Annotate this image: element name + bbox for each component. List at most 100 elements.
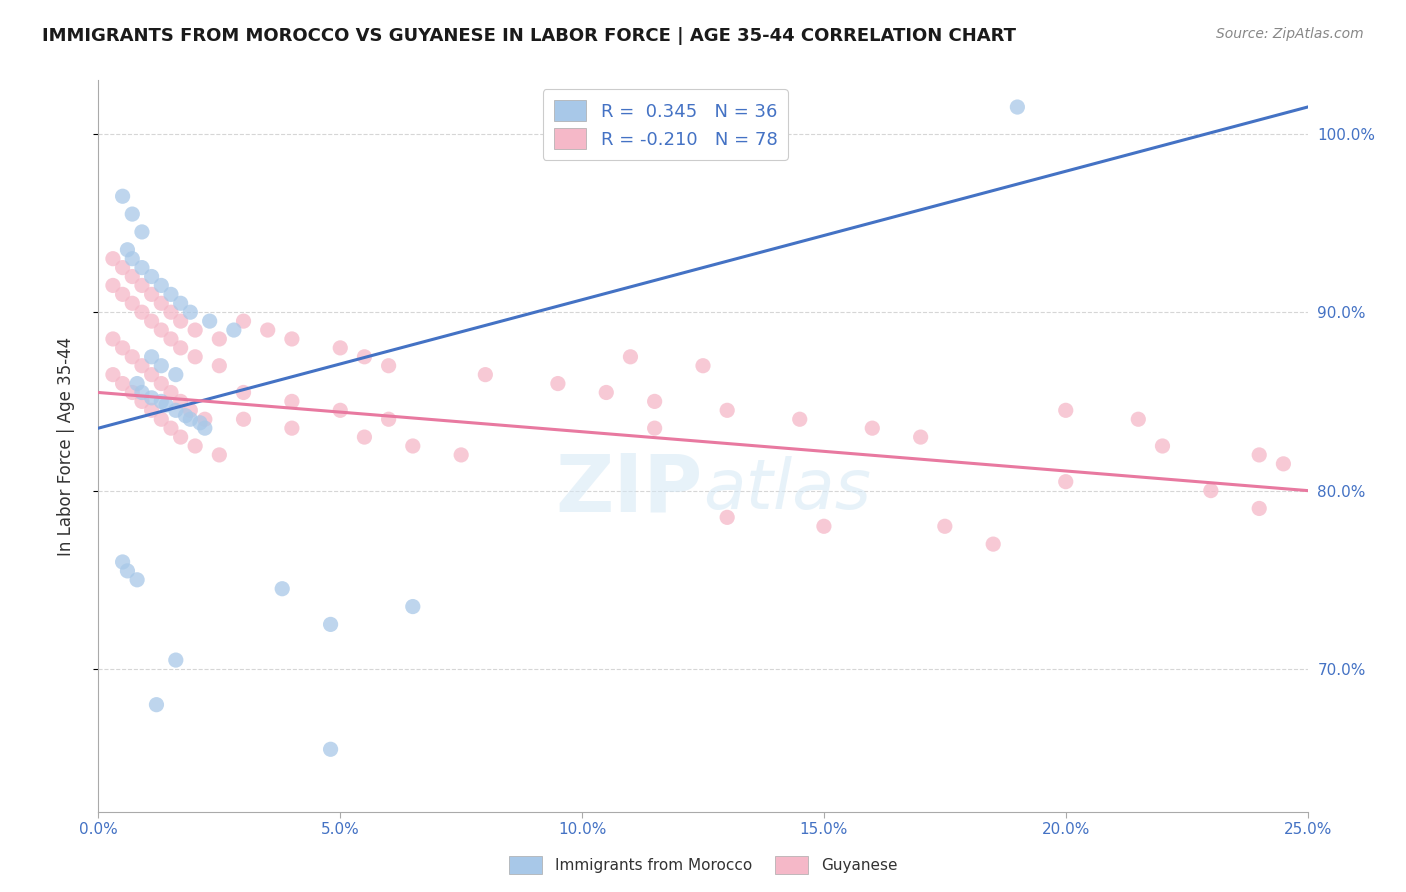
Point [595,385,617,400]
Point [692,359,714,373]
Point [329,341,352,355]
Point [127,573,149,587]
Point [101,278,124,293]
Point [131,260,153,275]
Point [281,332,304,346]
Point [121,385,143,400]
Point [150,394,173,409]
Point [184,439,207,453]
Point [160,385,183,400]
Point [131,385,153,400]
Point [145,698,167,712]
Point [160,305,183,319]
Point [194,421,217,435]
Point [789,412,811,426]
Point [232,412,254,426]
Point [131,305,153,319]
Y-axis label: In Labor Force | Age 35-44: In Labor Force | Age 35-44 [56,336,75,556]
Point [101,332,124,346]
Point [644,421,666,435]
Point [450,448,472,462]
Point [131,359,153,373]
Point [194,412,217,426]
Point [111,555,134,569]
Point [141,314,163,328]
Point [111,376,134,391]
Point [402,439,425,453]
Point [910,430,932,444]
Point [232,314,254,328]
Text: Source: ZipAtlas.com: Source: ZipAtlas.com [1216,27,1364,41]
Point [121,252,143,266]
Point [111,287,134,301]
Point [141,287,163,301]
Point [169,430,191,444]
Point [1128,412,1150,426]
Point [208,332,231,346]
Point [150,359,173,373]
Text: atlas: atlas [703,457,870,524]
Point [141,269,163,284]
Point [169,296,191,310]
Point [121,207,143,221]
Point [813,519,835,533]
Point [860,421,883,435]
Point [353,350,375,364]
Point [165,653,187,667]
Point [1249,448,1271,462]
Legend: Immigrants from Morocco, Guyanese: Immigrants from Morocco, Guyanese [503,850,903,880]
Point [131,394,153,409]
Point [222,323,245,337]
Point [179,305,201,319]
Point [131,278,153,293]
Point [150,296,173,310]
Point [1249,501,1271,516]
Point [319,742,342,756]
Point [281,394,304,409]
Point [934,519,956,533]
Point [208,448,231,462]
Point [1054,403,1077,417]
Point [169,394,191,409]
Point [1152,439,1174,453]
Point [141,391,163,405]
Point [141,403,163,417]
Point [198,314,221,328]
Text: ZIP: ZIP [555,450,703,529]
Point [1054,475,1077,489]
Point [377,412,399,426]
Point [981,537,1004,551]
Point [179,403,201,417]
Point [150,323,173,337]
Point [101,368,124,382]
Point [160,287,183,301]
Point [117,564,139,578]
Point [281,421,304,435]
Point [150,412,173,426]
Point [377,359,399,373]
Point [155,398,177,412]
Point [208,359,231,373]
Point [256,323,278,337]
Point [1007,100,1029,114]
Point [141,350,163,364]
Point [150,376,173,391]
Point [131,225,153,239]
Point [271,582,294,596]
Point [160,421,183,435]
Point [353,430,375,444]
Point [165,368,187,382]
Point [141,368,163,382]
Point [169,341,191,355]
Point [169,314,191,328]
Point [121,350,143,364]
Point [121,269,143,284]
Point [121,296,143,310]
Point [111,189,134,203]
Point [619,350,641,364]
Point [111,260,134,275]
Point [474,368,496,382]
Point [111,341,134,355]
Point [644,394,666,409]
Point [150,278,173,293]
